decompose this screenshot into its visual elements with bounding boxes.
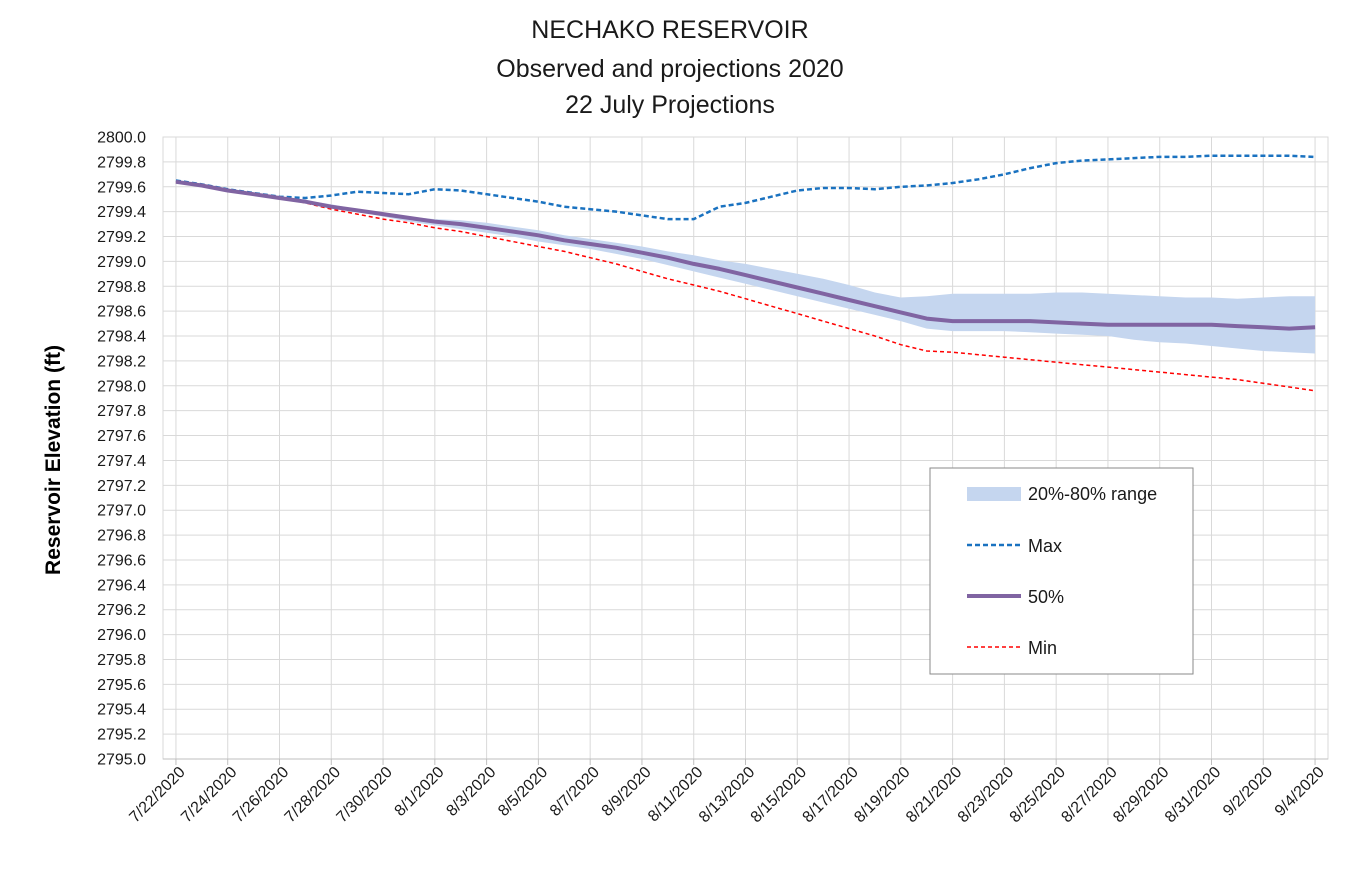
y-tick-label: 2798.8 [97,279,146,296]
y-tick-label: 2795.6 [97,677,146,694]
y-tick-label: 2797.0 [97,503,146,520]
x-tick-label: 8/3/2020 [443,764,499,820]
y-tick-label: 2799.2 [97,229,146,246]
y-axis-label: Reservoir Elevation (ft) [42,345,65,575]
x-axis-ticks: 7/22/20207/24/20207/26/20207/28/20207/30… [126,759,1328,826]
legend-label-band: 20%-80% range [1028,484,1157,504]
chart-title-line-3: 22 July Projections [565,91,775,119]
legend-label-max: Max [1028,536,1062,556]
legend-label-min: Min [1028,638,1057,658]
y-tick-label: 2797.6 [97,428,146,445]
y-tick-label: 2799.6 [97,179,146,196]
series-min-line [175,181,1316,392]
y-tick-label: 2796.6 [97,552,146,569]
y-tick-label: 2796.2 [97,602,146,619]
series-max-line [175,154,1316,221]
y-axis-ticks: 2795.0 2795.2 2795.4 2795.6 2795.8 2796.0 2796… [97,130,146,769]
y-tick-label: 2797.8 [97,403,146,420]
y-tick-label: 2795.0 [97,752,146,769]
y-tick-label: 2798.4 [97,329,146,346]
y-tick-label: 2799.4 [97,204,146,221]
series-50-line [175,179,1316,331]
x-tick-label: 8/1/2020 [392,764,448,820]
x-tick-label: 9/4/2020 [1272,764,1328,820]
y-tick-label: 2796.8 [97,528,146,545]
legend-swatch-band [967,487,1021,501]
x-tick-label: 8/7/2020 [547,764,603,820]
x-tick-label: 7/30/2020 [334,764,396,826]
y-tick-label: 2800.0 [97,130,146,147]
chart-title: NECHAKO RESERVOIR Observed and projectio… [496,16,843,119]
y-tick-label: 2799.8 [97,154,146,171]
x-tick-label: 8/5/2020 [495,764,551,820]
chart-title-line-2: Observed and projections 2020 [496,55,843,83]
x-tick-label: 8/31/2020 [1162,764,1224,826]
y-tick-label: 2797.2 [97,478,146,495]
x-tick-label: 9/2/2020 [1220,764,1276,820]
y-tick-label: 2796.4 [97,577,146,594]
gridlines [162,136,1329,760]
y-tick-label: 2795.2 [97,727,146,744]
y-tick-label: 2798.2 [97,353,146,370]
chart-title-line-1: NECHAKO RESERVOIR [531,16,808,44]
plot-area [175,154,1316,392]
legend: 20%-80% range Max 50% Min [929,467,1194,675]
y-tick-label: 2798.0 [97,378,146,395]
y-tick-label: 2797.4 [97,453,146,470]
legend-label-50: 50% [1028,587,1064,607]
y-tick-label: 2795.4 [97,702,146,719]
legend-box [929,467,1194,675]
y-tick-label: 2799.0 [97,254,146,271]
y-tick-label: 2796.0 [97,627,146,644]
y-tick-label: 2795.8 [97,652,146,669]
y-tick-label: 2798.6 [97,304,146,321]
